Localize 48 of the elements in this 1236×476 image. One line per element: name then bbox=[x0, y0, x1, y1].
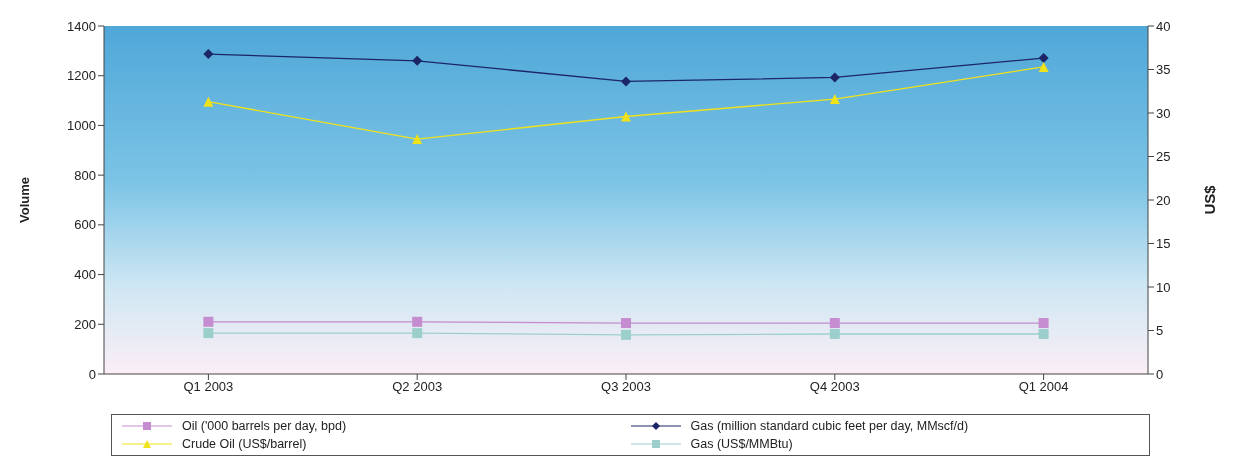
x-tick-label: Q3 2003 bbox=[601, 379, 651, 395]
y2-tick-label: 10 bbox=[1156, 279, 1171, 295]
point bbox=[621, 318, 631, 329]
y-tick-label: 400 bbox=[74, 267, 96, 283]
point bbox=[1038, 328, 1049, 339]
point bbox=[203, 96, 214, 107]
point bbox=[1038, 61, 1049, 72]
y2-tick-label: 35 bbox=[1156, 62, 1171, 78]
point bbox=[412, 316, 423, 327]
point bbox=[621, 111, 631, 122]
y-tick-label: 1200 bbox=[67, 68, 96, 84]
legend-label: Gas (million standard cubic feet per day, MMscf/d) bbox=[690, 419, 969, 433]
y-tick-label: 1400 bbox=[67, 18, 96, 34]
point bbox=[412, 328, 423, 339]
y2-tick-label: 15 bbox=[1156, 236, 1171, 252]
y-axis-title: Volume bbox=[16, 177, 32, 223]
point bbox=[621, 76, 631, 87]
y-tick-label: 600 bbox=[74, 217, 96, 233]
point bbox=[203, 316, 214, 327]
point bbox=[203, 328, 214, 339]
legend-label: Crude Oil (US$/barrel) bbox=[182, 437, 307, 451]
y-tick-label: 0 bbox=[88, 366, 96, 382]
point bbox=[829, 72, 840, 83]
y2-tick-label: 0 bbox=[1156, 366, 1164, 382]
point bbox=[829, 318, 840, 329]
point bbox=[829, 328, 840, 339]
y2-axis-title: US$ bbox=[1201, 184, 1219, 215]
y2-tick-label: 30 bbox=[1156, 105, 1171, 121]
point bbox=[621, 329, 631, 340]
point bbox=[412, 134, 423, 145]
x-tick-label: Q1 2004 bbox=[1018, 379, 1069, 395]
point bbox=[203, 49, 214, 60]
y2-tick-label: 5 bbox=[1156, 323, 1164, 339]
y2-tick-label: 25 bbox=[1156, 149, 1171, 165]
point bbox=[412, 55, 423, 66]
y-tick-label: 1000 bbox=[67, 118, 96, 134]
y-tick-label: 800 bbox=[74, 167, 96, 183]
point bbox=[1038, 318, 1049, 329]
y2-tick-label: 20 bbox=[1156, 192, 1171, 208]
legend-label: Oil ('000 barrels per day, bpd) bbox=[182, 419, 347, 433]
legend-label: Gas (US$/MMBtu) bbox=[690, 437, 793, 451]
point bbox=[829, 94, 840, 105]
x-tick-label: Q1 2003 bbox=[183, 379, 234, 395]
y-tick-label: 200 bbox=[74, 316, 96, 332]
x-tick-label: Q4 2003 bbox=[809, 379, 860, 395]
x-tick-label: Q2 2003 bbox=[392, 379, 443, 395]
point bbox=[1038, 53, 1049, 64]
y2-tick-label: 40 bbox=[1156, 18, 1171, 34]
